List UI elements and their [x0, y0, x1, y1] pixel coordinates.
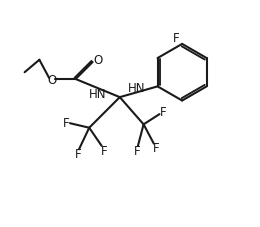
- Text: F: F: [160, 106, 167, 119]
- Text: F: F: [63, 116, 69, 129]
- Text: HN: HN: [128, 81, 146, 94]
- Text: F: F: [172, 32, 179, 45]
- Text: F: F: [133, 144, 140, 157]
- Text: HN: HN: [89, 88, 106, 101]
- Text: O: O: [47, 73, 56, 86]
- Text: F: F: [75, 148, 81, 160]
- Text: O: O: [93, 54, 102, 67]
- Text: F: F: [153, 142, 160, 155]
- Text: F: F: [101, 144, 107, 157]
